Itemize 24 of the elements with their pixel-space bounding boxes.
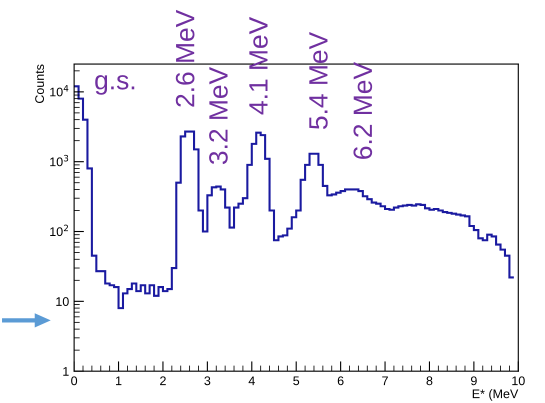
x-tick-label: 2: [160, 376, 166, 386]
y-tick-label: 10$^{2}$: [50, 224, 68, 236]
annotation: g.s.: [95, 75, 134, 95]
y-axis-title: Counts: [35, 64, 44, 104]
y-tick-label: 10$^{4}$: [50, 85, 68, 96]
y-tick-label: 1: [63, 367, 69, 376]
y-tick-label: 10: [56, 297, 69, 306]
annotation: 5.4 MeV: [309, 32, 328, 130]
x-tick-label: 4: [248, 376, 255, 386]
x-tick-label: 1: [116, 376, 122, 386]
annotation: 3.2 MeV: [209, 66, 228, 164]
x-tick-label: 6: [338, 376, 344, 386]
annotation: 2.6 MeV: [176, 10, 194, 107]
x-tick-label: 8: [426, 376, 432, 386]
annotation: 6.2 MeV: [353, 62, 372, 159]
x-tick-label: 7: [382, 376, 388, 386]
x-axis-title: E* (MeV: [472, 389, 518, 401]
annotation: 4.1 MeV: [249, 16, 268, 114]
x-tick-label: 3: [204, 376, 210, 386]
x-tick-label: 10: [512, 376, 525, 386]
y-tick-label: 10$^{3}$: [50, 154, 68, 166]
x-tick-label: 5: [293, 376, 300, 386]
x-tick-label: 0: [71, 376, 78, 386]
x-tick-label: 9: [470, 376, 477, 386]
